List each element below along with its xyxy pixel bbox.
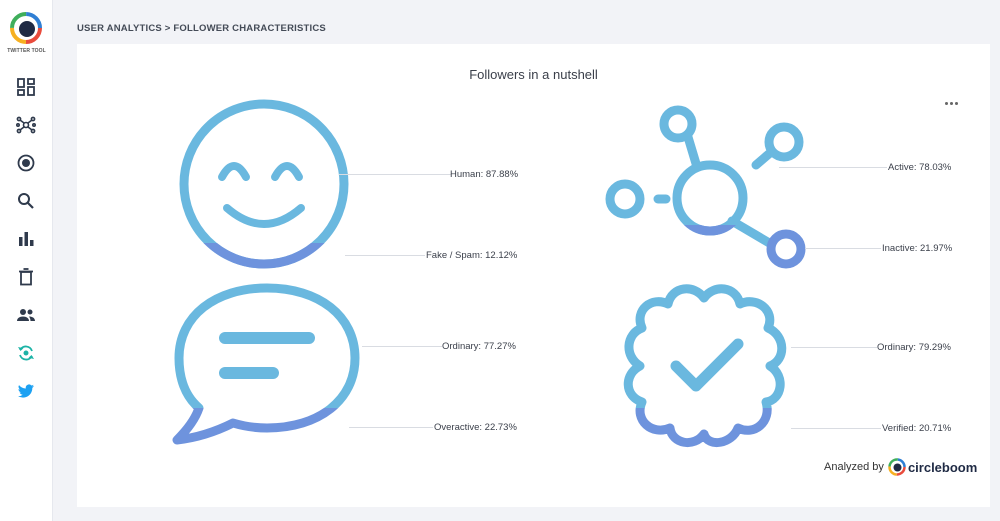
verified-badge-icon: [623, 284, 787, 447]
sidebar-item-dashboard[interactable]: [13, 74, 39, 100]
overactive-label: Overactive: 22.73%: [434, 422, 517, 433]
circleboom-brand[interactable]: circleboom: [907, 459, 978, 475]
sidebar-item-target[interactable]: [13, 150, 39, 176]
sidebar-item-people[interactable]: [13, 302, 39, 328]
circleboom-logo-icon: [888, 458, 906, 476]
app-logo[interactable]: [10, 12, 42, 44]
trash-icon: [19, 268, 33, 286]
smiley-face-icon: [179, 99, 349, 269]
sidebar-item-delete[interactable]: [13, 264, 39, 290]
analyzed-by-text: Analyzed by: [824, 461, 884, 473]
analyzed-by: Analyzed by circleboom: [824, 458, 977, 476]
human-label: Human: 87.88%: [450, 169, 519, 180]
more-horizontal-icon: [944, 101, 948, 105]
sidebar-item-twitter[interactable]: [13, 378, 39, 404]
inactive-label: Inactive: 21.97%: [882, 243, 953, 254]
follower-characteristics-card: Followers in a nutshell Human: 87.88% Fa…: [77, 44, 990, 507]
fake-spam-label: Fake / Spam: 12.12%: [426, 250, 518, 261]
network-icon: [16, 116, 36, 134]
dashboard-icon: [17, 78, 35, 96]
target-icon: [17, 154, 35, 172]
network-graph-icon: [605, 105, 806, 269]
ordinary-tweets-leader-line: [362, 346, 442, 347]
active-label: Active: 78.03%: [888, 162, 952, 173]
ordinary-verified-leader-line: [791, 347, 877, 348]
sync-icon: [18, 345, 34, 361]
people-icon: [17, 309, 35, 321]
ordinary-verified-label: Ordinary: 79.29%: [877, 342, 951, 353]
ordinary-tweets-label: Ordinary: 77.27%: [442, 341, 516, 352]
breadcrumb: USER ANALYTICS > FOLLOWER CHARACTERISTIC…: [77, 23, 326, 34]
logo-text: TWITTER TOOL: [7, 48, 46, 54]
search-icon: [18, 193, 34, 209]
bar-chart-icon: [19, 232, 34, 246]
fake-leader-line: [345, 255, 425, 256]
active-leader-line: [779, 167, 887, 168]
sidebar-item-network[interactable]: [13, 112, 39, 138]
speech-bubble-icon: [172, 283, 360, 445]
sidebar: TWITTER TOOL: [0, 0, 53, 521]
sidebar-item-analytics[interactable]: [13, 226, 39, 252]
human-leader-line: [339, 174, 451, 175]
more-options-button[interactable]: [943, 98, 959, 108]
verified-label: Verified: 20.71%: [882, 423, 952, 434]
card-title: Followers in a nutshell: [469, 67, 598, 82]
inactive-leader-line: [805, 248, 881, 249]
overactive-leader-line: [349, 427, 433, 428]
twitter-icon: [18, 384, 34, 398]
verified-leader-line: [791, 428, 881, 429]
sidebar-item-search[interactable]: [13, 188, 39, 214]
sidebar-item-sync[interactable]: [13, 340, 39, 366]
